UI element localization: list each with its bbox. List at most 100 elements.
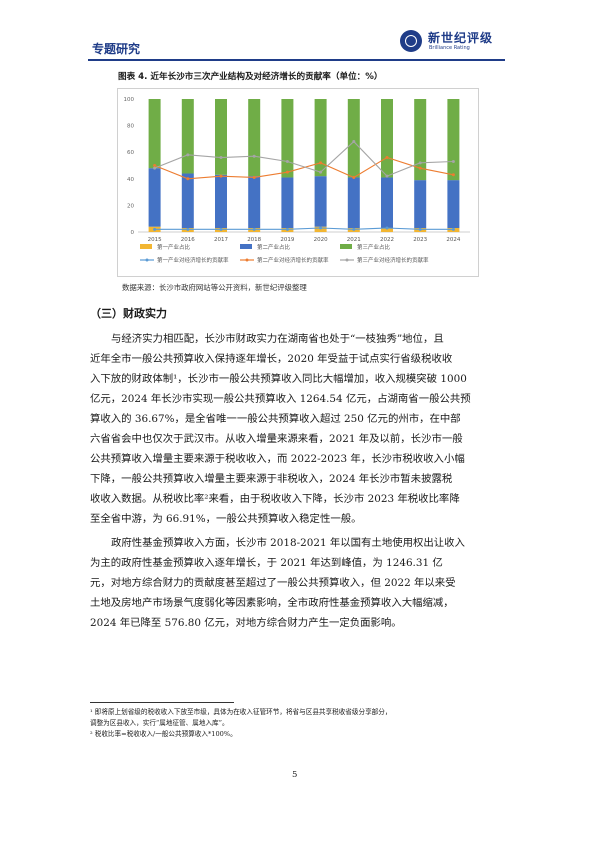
series-point [252, 154, 256, 158]
section-label: 专题研究 [92, 42, 141, 56]
series-point [153, 166, 157, 170]
bar-segment [248, 176, 261, 229]
series-point [451, 173, 455, 177]
x-tick-label: 2024 [446, 237, 460, 243]
company-logo: 新世纪评级 Brilliance Rating [400, 28, 510, 58]
series-point [385, 226, 389, 230]
legend-label: 第一产业对经济增长的贡献率 [157, 256, 229, 264]
bar-segment [381, 177, 393, 229]
paragraph-line: 为主的政府性基金预算收入逐年增长，于 2021 年达到峰值，为 1246.31 … [90, 557, 443, 569]
legend-label: 第二产业占比 [257, 243, 291, 251]
x-tick-label: 2019 [280, 237, 294, 243]
section-heading: （三）财政实力 [90, 307, 167, 320]
series-point [352, 227, 356, 231]
x-tick-label: 2015 [148, 237, 162, 243]
y-tick-label: 20 [127, 203, 134, 209]
series-point [285, 170, 289, 174]
y-tick-label: 100 [124, 97, 135, 103]
footnotes: ¹ 即将原上划省级的税收收入下放至市级，具体为在收入征管环节，将省与区县共享税收… [90, 707, 503, 740]
paragraph-line: 与经济实力相匹配，长沙市财政实力在湖南省也处于“一枝独秀”地位，且 [111, 333, 444, 345]
footnote-divider [90, 702, 234, 703]
logo-seal-icon [400, 30, 422, 52]
paragraph-line: 公共预算收入增量主要来源于税收收入，而 2022-2023 年，长沙市税收收入小… [90, 453, 465, 465]
bar-segment [248, 99, 261, 177]
legend-label: 第三产业占比 [357, 243, 391, 251]
series-point [319, 161, 323, 165]
paragraph-line: 亿元，2024 年长沙市实现一般公共预算收入 1264.54 亿元，占湖南省一般… [90, 393, 471, 405]
y-tick-label: 40 [127, 177, 134, 183]
series-point [252, 227, 256, 231]
x-tick-label: 2022 [380, 237, 394, 243]
footnote-line: ² 税收比率=税收收入/一般公共预算收入*100%。 [90, 730, 237, 738]
series-point [186, 153, 190, 157]
y-tick-label: 80 [127, 124, 134, 130]
paragraph-line: 2024 年已降至 576.80 亿元，对地方综合财力产生一定负面影响。 [90, 617, 402, 629]
series-point [319, 170, 323, 174]
bar-segment [347, 177, 360, 229]
legend-swatch [340, 244, 352, 249]
x-tick-label: 2016 [181, 237, 195, 243]
paragraph-line: 收收入数据。从税收比率²来看，由于税收收入下降，长沙市 2023 年税收比率降 [90, 493, 460, 505]
paragraph-line: 近年全市一般公共预算收入保持逐年增长，2020 年受益于试点实行省级税收收 [90, 353, 453, 365]
legend-marker [345, 258, 349, 262]
series-point [186, 177, 190, 181]
series-point [418, 161, 422, 165]
series-line [154, 140, 454, 177]
bar-segment [215, 174, 227, 229]
series-line [154, 156, 454, 180]
legend-marker [245, 258, 249, 262]
series-point [418, 166, 422, 170]
x-tick-label: 2020 [314, 237, 328, 243]
legend-swatch [240, 244, 252, 249]
figure-source: 数据来源：长沙市政府网站等公开资料，新世纪评级整理 [122, 283, 307, 292]
series-point [219, 227, 223, 231]
bar-segment [181, 99, 194, 174]
series-point [219, 174, 223, 178]
y-tick-label: 60 [127, 150, 134, 156]
series-line [154, 227, 454, 230]
bar-segment [447, 99, 460, 181]
series-point [153, 164, 157, 167]
series-point [418, 227, 422, 231]
series-point [153, 227, 157, 231]
page-number: 5 [292, 770, 298, 780]
bar-segment [447, 180, 460, 229]
bar-segment [381, 99, 393, 178]
series-point [285, 160, 289, 164]
series-point [252, 175, 256, 179]
series-point [186, 227, 190, 231]
paragraph-line: 算收入的 36.67%，是全省唯一一般公共预算收入超过 250 亿元的州市，在中… [90, 413, 461, 425]
bar-segment [314, 176, 327, 227]
bar-segment [148, 99, 161, 169]
series-point [352, 175, 356, 179]
series-point [319, 226, 323, 230]
x-tick-label: 2021 [347, 237, 361, 243]
industry-structure-chart: 0 20 40 60 80 100 2015 2016 2017 2018 2019 2020 2021… [124, 97, 470, 264]
footnote-line: ¹ 即将原上划省级的税收收入下放至市级，具体为在收入征管环节，将省与区县共享税收… [90, 708, 392, 716]
bar-segment [347, 99, 360, 178]
bar-segment [381, 228, 393, 232]
paragraph-fiscal-revenue: 与经济实力相匹配，长沙市财政实力在湖南省也处于“一枝独秀”地位，且 近年全市一般… [90, 329, 503, 529]
bar-segment [281, 177, 294, 229]
legend-label: 第三产业对经济增长的贡献率 [357, 256, 429, 264]
series-point [219, 156, 223, 160]
logo-tagline: Brilliance Rating [429, 45, 470, 51]
chart-container: 0 20 40 60 80 100 2015 2016 2017 2018 2019 2020 2021… [117, 88, 479, 277]
legend-marker [145, 258, 149, 262]
series-point [451, 227, 455, 231]
figure-title: 图表 4. 近年长沙市三次产业结构及对经济增长的贡献率（单位：%） [118, 72, 383, 82]
series-point [451, 160, 455, 164]
x-tick-label: 2023 [413, 237, 427, 243]
paragraph-line: 土地及房地产市场景气度弱化等因素影响，全市政府性基金预算收入大幅缩减， [90, 597, 454, 609]
bar-segment [148, 168, 161, 227]
bar-segment [314, 99, 327, 177]
series-point [385, 156, 389, 160]
legend-label: 第一产业占比 [157, 243, 191, 251]
legend-label: 第二产业对经济增长的贡献率 [257, 256, 329, 264]
paragraph-line: 下降，一般公共预算收入增量主要来源于非税收入，2024 年长沙市暂未披露税 [90, 473, 453, 485]
paragraph-line: 至全省中游，为 66.91%，一般公共预算收入稳定性一般。 [90, 513, 362, 525]
series-point [352, 140, 356, 144]
bar-segment [414, 180, 427, 229]
header-divider [88, 59, 505, 61]
logo-name: 新世纪评级 [428, 31, 494, 45]
